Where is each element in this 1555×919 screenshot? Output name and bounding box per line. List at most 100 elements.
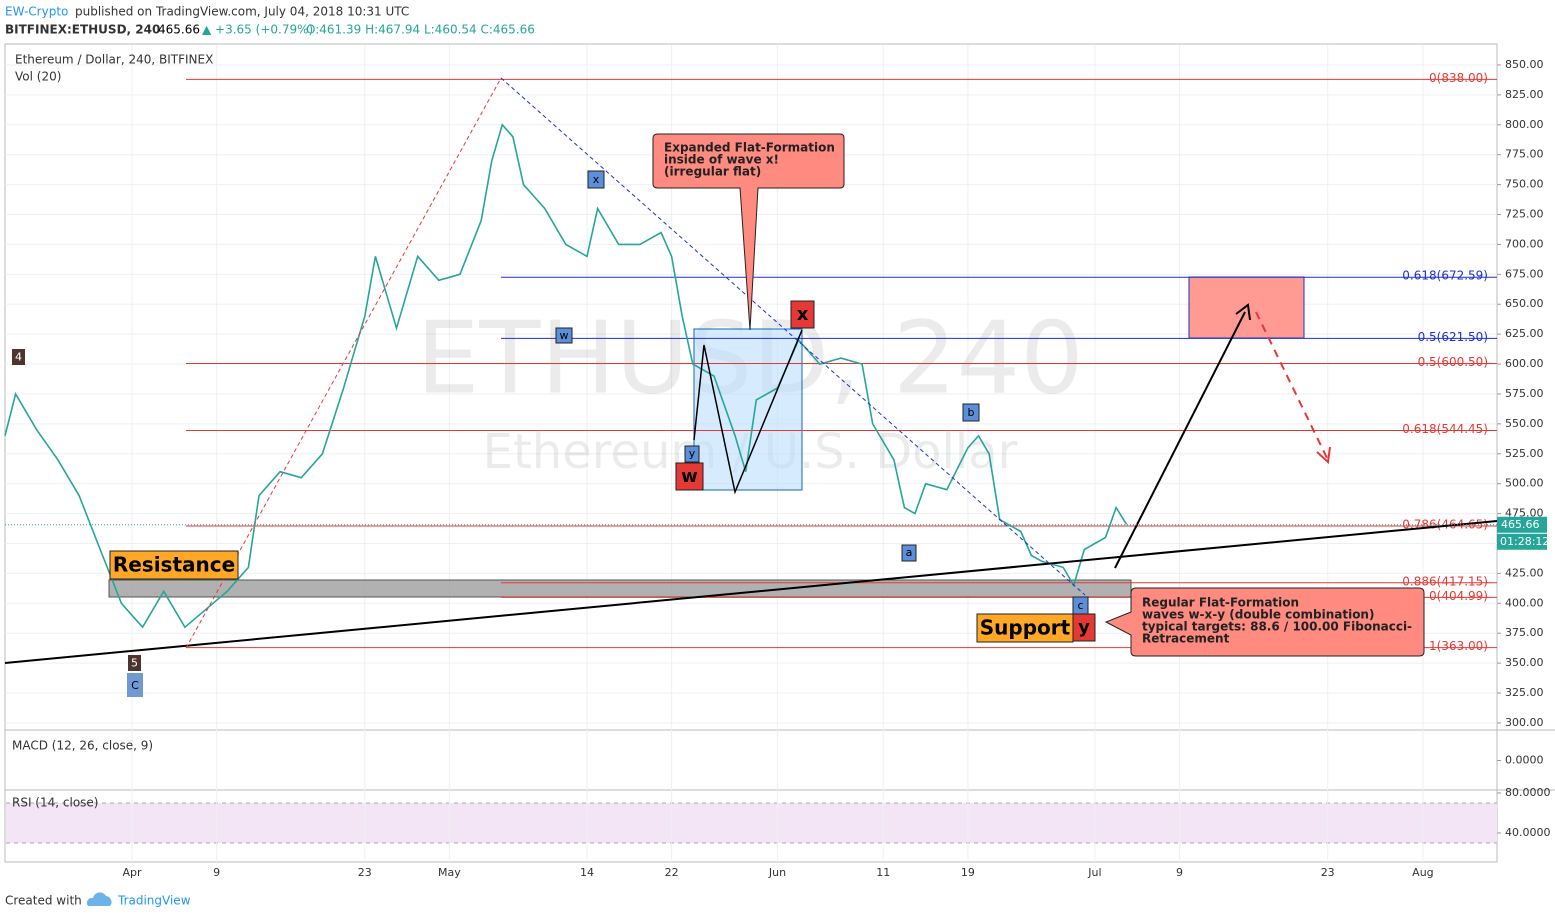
x-tick-label: 19 xyxy=(961,866,975,879)
wave-label: 4 xyxy=(15,351,22,364)
wave-label: 5 xyxy=(131,657,138,670)
symbol: BITFINEX:ETHUSD, 240 xyxy=(5,23,160,37)
x-tick-label: May xyxy=(438,866,461,879)
x-tick-label: Apr xyxy=(122,866,142,879)
y-tick-label: 600.00 xyxy=(1505,357,1544,370)
x-tick-label: 9 xyxy=(1176,866,1183,879)
resistance-label-box xyxy=(109,550,239,580)
wave-box xyxy=(12,349,25,365)
fib-level-label: 0.5(600.50) xyxy=(1418,355,1488,369)
y-tick-label: 350.00 xyxy=(1505,656,1544,669)
callout-text: Regular Flat-Formation xyxy=(1142,596,1299,610)
fib-level-label: 0.5(621.50) xyxy=(1418,330,1488,344)
wave-box xyxy=(1072,613,1096,642)
wave-label: C xyxy=(131,679,139,692)
y-tick-label: 650.00 xyxy=(1505,297,1544,310)
y-tick-label: 300.00 xyxy=(1505,716,1544,729)
wave-label: c xyxy=(1077,599,1083,612)
footer-text: Created with xyxy=(5,894,82,908)
x-tick-label: 23 xyxy=(1321,866,1335,879)
callout-text: Expanded Flat-Formation xyxy=(664,141,835,155)
wave-box xyxy=(901,544,917,562)
y-tick-label: 675.00 xyxy=(1505,267,1544,280)
fib-level-label: 1(363.00) xyxy=(1429,639,1488,653)
wave-box xyxy=(684,445,700,463)
x-tick-label: 23 xyxy=(358,866,372,879)
published: published on TradingView.com, July 04, 2… xyxy=(75,5,409,19)
wave-label: y xyxy=(1078,617,1090,638)
target-box xyxy=(1188,276,1305,339)
y-tick-label: 625.00 xyxy=(1505,327,1544,340)
y-tick-label: 700.00 xyxy=(1505,237,1544,250)
y-tick-label: 800.00 xyxy=(1505,118,1544,131)
callout-text: waves w-x-y (double combination) xyxy=(1142,608,1374,622)
arrow xyxy=(1114,311,1246,569)
callout-text: inside of wave x! xyxy=(664,153,779,167)
countdown-tag xyxy=(1497,533,1547,550)
wave-box xyxy=(555,327,573,344)
arrow-head xyxy=(1316,446,1331,465)
countdown: 01:28:12 xyxy=(1500,535,1549,548)
callout xyxy=(652,133,845,331)
wave-label: a xyxy=(906,546,913,559)
wave-box xyxy=(128,655,141,671)
callout xyxy=(1104,587,1425,657)
y-tick-label: 325.00 xyxy=(1505,686,1544,699)
x-tick-label: Aug xyxy=(1412,866,1433,879)
wave-box xyxy=(962,403,980,422)
fib-trend xyxy=(500,77,1086,596)
y-tick-label: 475.00 xyxy=(1505,507,1544,520)
price: 465.66 xyxy=(158,23,200,37)
callout-text: Retracement xyxy=(1142,632,1230,646)
wave-box xyxy=(790,300,815,329)
rsi-label: RSI (14, close) xyxy=(12,796,98,810)
x-tick-label: Jul xyxy=(1087,866,1101,879)
callout-text: typical targets: 88.6 / 100.00 Fibonacci… xyxy=(1142,620,1412,634)
x-tick-label: 22 xyxy=(665,866,679,879)
wave-label: w xyxy=(560,329,569,342)
fib-level-label: 0.618(544.45) xyxy=(1402,422,1488,436)
flat-box xyxy=(693,328,803,491)
y-tick-label: 40.0000 xyxy=(1505,826,1551,839)
y-tick-label: 775.00 xyxy=(1505,148,1544,161)
callout-text: (irregular flat) xyxy=(664,165,761,179)
last-price-tag xyxy=(1497,516,1547,533)
wave-label: y xyxy=(689,447,696,460)
fib-level-label: 0(404.99) xyxy=(1429,589,1488,603)
wave-label: w xyxy=(681,466,698,487)
y-tick-label: 850.00 xyxy=(1505,58,1544,71)
support-label-box xyxy=(976,613,1074,643)
y-tick-label: 400.00 xyxy=(1505,596,1544,609)
x-tick-label: 11 xyxy=(876,866,890,879)
ohlc: O:461.39 H:467.94 L:460.54 C:465.66 xyxy=(306,23,535,37)
fib-level-label: 0(838.00) xyxy=(1429,71,1488,85)
x-tick-label: Jun xyxy=(768,866,786,879)
x-tick-label: 9 xyxy=(213,866,220,879)
support-label: Support xyxy=(980,616,1071,640)
y-tick-label: 575.00 xyxy=(1505,387,1544,400)
wave-box xyxy=(127,673,143,697)
change: ▲ +3.65 (+0.79%) xyxy=(202,23,313,37)
y-tick-label: 500.00 xyxy=(1505,477,1544,490)
pane-title: Ethereum / Dollar, 240, BITFINEX xyxy=(15,53,213,67)
fib-level-label: 0.618(672.59) xyxy=(1402,269,1488,283)
wave-label: b xyxy=(968,406,975,419)
footer-brand[interactable]: TradingView xyxy=(117,894,191,908)
y-tick-label: 375.00 xyxy=(1505,626,1544,639)
author[interactable]: EW-Crypto xyxy=(5,5,68,19)
macd-label: MACD (12, 26, close, 9) xyxy=(12,739,153,753)
y-tick-label: 525.00 xyxy=(1505,447,1544,460)
wave-box xyxy=(587,170,605,189)
logo xyxy=(86,892,112,906)
resistance-label: Resistance xyxy=(113,553,235,577)
rsi-band xyxy=(6,803,1497,843)
y-tick-label: 825.00 xyxy=(1505,88,1544,101)
x-tick-label: 14 xyxy=(580,866,594,879)
price-line xyxy=(4,123,1128,629)
volume-label: Vol (20) xyxy=(15,70,61,84)
trendline xyxy=(4,520,1498,664)
y-tick-label: 725.00 xyxy=(1505,208,1544,221)
wave-label: x xyxy=(797,304,809,325)
y-tick-label: 750.00 xyxy=(1505,178,1544,191)
